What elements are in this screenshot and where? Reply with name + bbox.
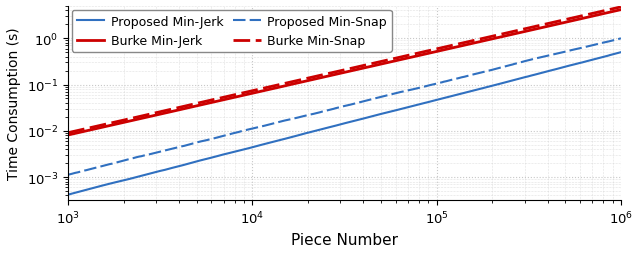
Line: Proposed Min-Snap: Proposed Min-Snap	[68, 39, 621, 175]
Burke Min-Jerk	[131, 119, 138, 122]
Proposed Min-Jerk	[244, 147, 252, 150]
Burke Min-Snap	[131, 117, 138, 120]
Proposed Min-Snap	[463, 75, 471, 78]
Proposed Min-Jerk	[412, 104, 420, 107]
Burke Min-Jerk	[283, 85, 291, 88]
Proposed Min-Snap	[617, 38, 625, 41]
Burke Min-Snap	[283, 82, 291, 85]
Burke Min-Snap	[412, 53, 420, 56]
Proposed Min-Jerk	[131, 176, 138, 179]
Proposed Min-Jerk	[283, 137, 291, 140]
Proposed Min-Jerk	[617, 52, 625, 55]
Proposed Min-Jerk	[463, 91, 471, 94]
X-axis label: Piece Number: Piece Number	[291, 232, 398, 247]
Burke Min-Jerk	[64, 134, 72, 137]
Legend: Proposed Min-Jerk, Burke Min-Jerk, Proposed Min-Snap, Burke Min-Snap: Proposed Min-Jerk, Burke Min-Jerk, Propo…	[72, 11, 392, 53]
Burke Min-Snap	[463, 41, 471, 44]
Line: Proposed Min-Jerk: Proposed Min-Jerk	[68, 53, 621, 195]
Proposed Min-Snap	[412, 88, 420, 91]
Burke Min-Jerk	[244, 93, 252, 96]
Burke Min-Snap	[617, 6, 625, 9]
Proposed Min-Snap	[131, 156, 138, 160]
Proposed Min-Snap	[283, 119, 291, 122]
Proposed Min-Snap	[244, 129, 252, 132]
Line: Burke Min-Snap: Burke Min-Snap	[68, 8, 621, 133]
Burke Min-Jerk	[412, 55, 420, 58]
Burke Min-Jerk	[463, 44, 471, 47]
Y-axis label: Time Consumption (s): Time Consumption (s)	[7, 28, 21, 180]
Burke Min-Snap	[64, 132, 72, 135]
Proposed Min-Snap	[64, 173, 72, 177]
Burke Min-Jerk	[466, 43, 474, 46]
Proposed Min-Jerk	[466, 91, 474, 94]
Burke Min-Snap	[466, 41, 474, 44]
Burke Min-Jerk	[617, 9, 625, 12]
Proposed Min-Jerk	[64, 193, 72, 196]
Proposed Min-Snap	[466, 75, 474, 78]
Line: Burke Min-Jerk: Burke Min-Jerk	[68, 11, 621, 135]
Burke Min-Snap	[244, 91, 252, 94]
